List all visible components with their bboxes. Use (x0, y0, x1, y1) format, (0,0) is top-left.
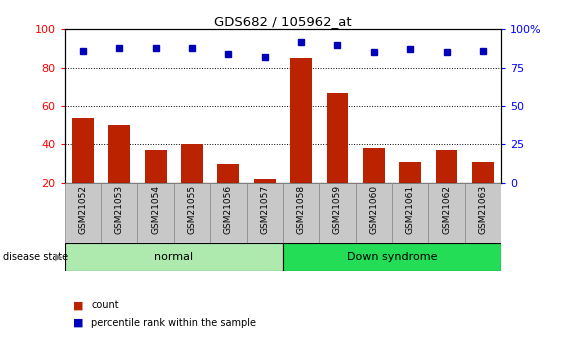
Bar (145, 150, 167, 221)
Bar (283, 183, 319, 243)
Bar (254, 179, 276, 221)
Bar (464, 183, 501, 243)
Text: Down syndrome: Down syndrome (347, 252, 437, 262)
Text: GSM21054: GSM21054 (151, 185, 160, 234)
Text: count: count (91, 300, 119, 310)
Text: GSM21057: GSM21057 (260, 185, 269, 234)
Text: GSM21052: GSM21052 (78, 185, 87, 234)
Text: GSM21058: GSM21058 (297, 185, 306, 234)
Text: GSM21062: GSM21062 (442, 185, 451, 234)
Bar (72, 118, 94, 221)
Bar (283, 243, 501, 271)
Text: normal: normal (154, 252, 193, 262)
Text: GSM21053: GSM21053 (115, 185, 124, 234)
Bar (428, 183, 464, 243)
Text: GSM21055: GSM21055 (187, 185, 196, 234)
Text: GSM21060: GSM21060 (369, 185, 378, 234)
Bar (290, 58, 312, 221)
Bar (181, 145, 203, 221)
Bar (363, 148, 385, 221)
Text: GSM21061: GSM21061 (406, 185, 415, 234)
Text: GSM21056: GSM21056 (224, 185, 233, 234)
Text: ■: ■ (73, 318, 84, 327)
Bar (472, 162, 494, 221)
Bar (210, 183, 247, 243)
Bar (399, 162, 421, 221)
Bar (65, 183, 101, 243)
Bar (247, 183, 283, 243)
Title: GDS682 / 105962_at: GDS682 / 105962_at (214, 15, 352, 28)
Bar (101, 183, 137, 243)
Bar (327, 93, 348, 221)
Text: disease state: disease state (3, 252, 68, 262)
Bar (174, 183, 210, 243)
Bar (217, 164, 239, 221)
Bar (319, 183, 356, 243)
Bar (108, 125, 130, 221)
Bar (65, 243, 283, 271)
Bar (356, 183, 392, 243)
Text: percentile rank within the sample: percentile rank within the sample (91, 318, 256, 327)
Text: GSM21059: GSM21059 (333, 185, 342, 234)
Bar (392, 183, 428, 243)
Text: ■: ■ (73, 300, 84, 310)
Bar (137, 183, 174, 243)
Bar (436, 150, 457, 221)
Text: GSM21063: GSM21063 (479, 185, 488, 234)
Text: ▶: ▶ (55, 252, 62, 262)
